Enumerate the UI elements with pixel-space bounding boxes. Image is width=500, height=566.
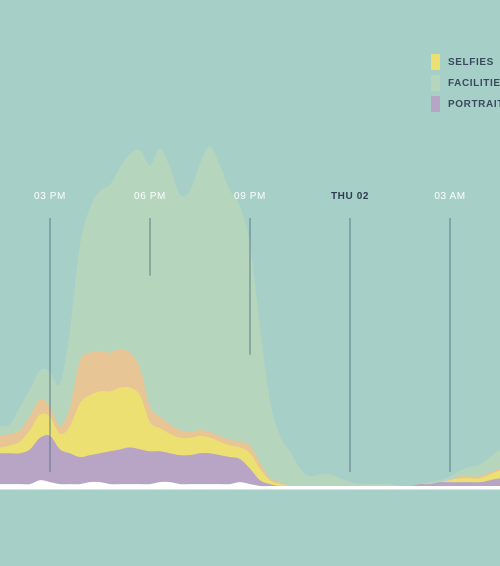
legend-label-portraits: PORTRAITS <box>448 98 500 110</box>
legend-item-portraits[interactable]: PORTRAITS <box>431 96 500 112</box>
area-portraits[interactable] <box>0 434 500 488</box>
tick-label-03-am: 03 AM <box>434 191 465 202</box>
legend: SELFIES FACILITIES PORTRAITS <box>431 54 500 117</box>
tick-label-09-pm: 09 PM <box>234 191 266 202</box>
time-axis: 03 PM 06 PM 09 PM THU 02 03 AM <box>34 191 465 472</box>
area-other[interactable] <box>0 480 500 488</box>
tick-label-03-pm: 03 PM <box>34 191 66 202</box>
tick-label-06-pm: 06 PM <box>134 191 166 202</box>
legend-label-facilities: FACILITIES <box>448 77 500 89</box>
legend-label-selfies: SELFIES <box>448 56 494 68</box>
legend-swatch-portraits <box>431 96 440 112</box>
legend-swatch-facilities <box>431 75 440 91</box>
legend-swatch-selfies <box>431 54 440 70</box>
legend-item-facilities[interactable]: FACILITIES <box>431 75 500 91</box>
tick-label-thu-02: THU 02 <box>331 191 369 202</box>
legend-item-selfies[interactable]: SELFIES <box>431 54 500 70</box>
